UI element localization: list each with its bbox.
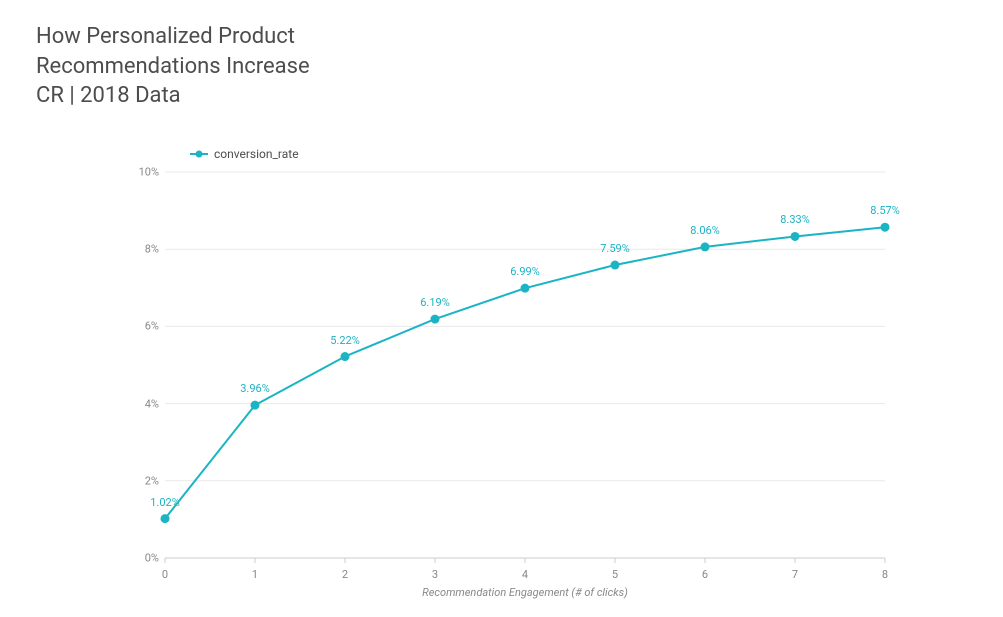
- data-point-label: 8.06%: [690, 224, 720, 237]
- x-axis-tick-label: 4: [522, 568, 528, 581]
- data-point-label: 5.22%: [330, 334, 360, 347]
- data-point-label: 1.02%: [150, 496, 180, 509]
- y-axis-tick-label: 6%: [137, 320, 159, 333]
- x-axis-tick-label: 0: [162, 568, 168, 581]
- data-point-label: 6.99%: [510, 265, 540, 278]
- y-axis-tick-label: 10%: [137, 166, 159, 179]
- data-point-label: 6.19%: [420, 296, 450, 309]
- x-axis-tick-label: 1: [252, 568, 258, 581]
- x-axis-tick-label: 7: [792, 568, 798, 581]
- y-axis-tick-label: 4%: [137, 397, 159, 410]
- x-axis-tick-label: 3: [432, 568, 438, 581]
- line-chart: [0, 0, 1003, 617]
- data-point-label: 8.33%: [780, 213, 810, 226]
- x-axis-tick-label: 8: [882, 568, 888, 581]
- data-point-label: 8.57%: [870, 204, 900, 217]
- y-axis-tick-label: 0%: [137, 552, 159, 565]
- y-axis-tick-label: 2%: [137, 474, 159, 487]
- y-axis-tick-label: 8%: [137, 243, 159, 256]
- x-axis-tick-label: 2: [342, 568, 348, 581]
- data-point-label: 3.96%: [240, 382, 270, 395]
- x-axis-title: Recommendation Engagement (# of clicks): [422, 586, 628, 599]
- x-axis-tick-label: 5: [612, 568, 618, 581]
- data-point-label: 7.59%: [600, 242, 630, 255]
- x-axis-tick-label: 6: [702, 568, 708, 581]
